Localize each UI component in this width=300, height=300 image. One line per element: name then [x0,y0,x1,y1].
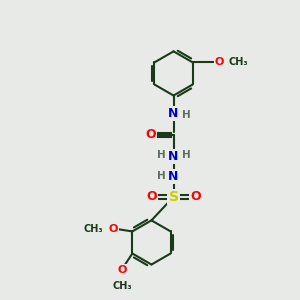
Text: CH₃: CH₃ [112,281,132,292]
Text: CH₃: CH₃ [83,224,103,234]
Text: O: O [109,224,118,234]
Text: CH₃: CH₃ [229,57,248,68]
Text: N: N [168,170,179,183]
Text: O: O [117,265,127,275]
Text: H: H [157,150,166,160]
Text: O: O [146,190,157,203]
Text: H: H [182,150,190,160]
Text: N: N [168,150,179,163]
Text: O: O [190,190,201,203]
Text: S: S [169,190,178,204]
Text: H: H [182,110,190,120]
Text: N: N [168,107,179,120]
Text: O: O [214,57,224,68]
Text: O: O [146,128,156,142]
Text: H: H [157,171,166,181]
